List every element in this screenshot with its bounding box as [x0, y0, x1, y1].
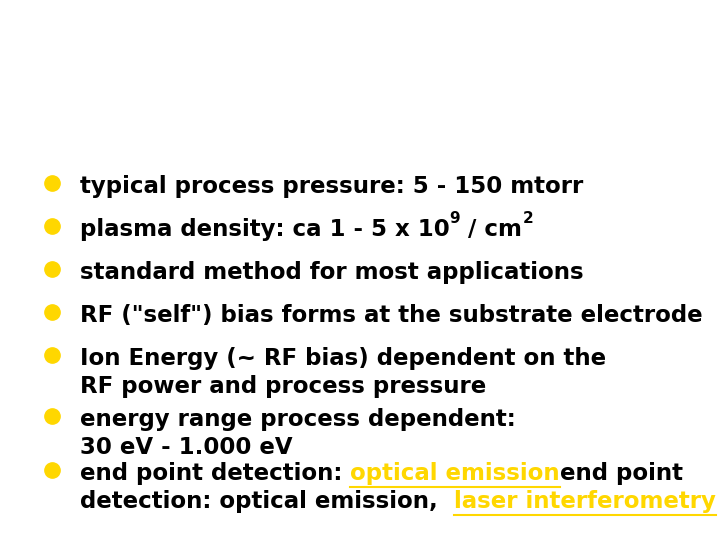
Text: plasma density: ca 1 - 5 x 10: plasma density: ca 1 - 5 x 10 — [80, 218, 450, 241]
Text: 30 eV - 1.000 eV: 30 eV - 1.000 eV — [80, 436, 292, 459]
Text: Ion Energy (~ RF bias) dependent on the: Ion Energy (~ RF bias) dependent on the — [80, 347, 606, 370]
Text: RF ("self") bias forms at the substrate electrode: RF ("self") bias forms at the substrate … — [80, 304, 703, 327]
Text: laser interferometry: laser interferometry — [454, 490, 716, 513]
Text: end point detection:: end point detection: — [80, 462, 351, 485]
Text: standard method for most applications: standard method for most applications — [80, 261, 584, 284]
Text: / cm: / cm — [460, 218, 522, 241]
Text: 2: 2 — [522, 211, 533, 226]
Text: optical emission: optical emission — [351, 462, 560, 485]
Text: RF power and process pressure: RF power and process pressure — [80, 375, 486, 398]
Text: typical process pressure: 5 - 150 mtorr: typical process pressure: 5 - 150 mtorr — [80, 175, 583, 198]
Text: 9: 9 — [450, 211, 460, 226]
Text: energy range process dependent:: energy range process dependent: — [80, 408, 516, 431]
Text: detection: optical emission,: detection: optical emission, — [80, 490, 454, 513]
Text: end point: end point — [560, 462, 683, 485]
